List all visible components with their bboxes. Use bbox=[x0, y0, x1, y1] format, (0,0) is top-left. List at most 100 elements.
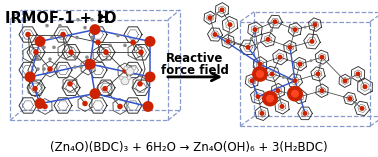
Circle shape bbox=[42, 67, 46, 71]
Circle shape bbox=[75, 36, 79, 39]
Circle shape bbox=[90, 36, 94, 39]
Circle shape bbox=[47, 66, 53, 72]
Circle shape bbox=[45, 24, 49, 27]
Circle shape bbox=[122, 68, 128, 74]
Circle shape bbox=[73, 65, 77, 69]
Circle shape bbox=[279, 97, 282, 100]
Text: (Zn₄O)(BDC)₃ + 6H₂O → Zn₄O(OH)₆ + 3(H₂BDC): (Zn₄O)(BDC)₃ + 6H₂O → Zn₄O(OH)₆ + 3(H₂BD… bbox=[50, 141, 328, 154]
Circle shape bbox=[214, 12, 217, 15]
Circle shape bbox=[220, 7, 225, 12]
Circle shape bbox=[355, 102, 358, 105]
Circle shape bbox=[270, 29, 273, 32]
Circle shape bbox=[48, 67, 52, 71]
Circle shape bbox=[25, 71, 36, 82]
Circle shape bbox=[288, 45, 293, 50]
Circle shape bbox=[143, 101, 153, 112]
Circle shape bbox=[276, 88, 280, 93]
Circle shape bbox=[350, 76, 353, 79]
Circle shape bbox=[249, 78, 254, 83]
Circle shape bbox=[95, 40, 101, 45]
Circle shape bbox=[132, 66, 136, 70]
Circle shape bbox=[252, 66, 268, 82]
Circle shape bbox=[270, 71, 274, 76]
Circle shape bbox=[313, 22, 318, 27]
Circle shape bbox=[319, 88, 324, 93]
Circle shape bbox=[212, 32, 217, 37]
Circle shape bbox=[103, 49, 109, 55]
Circle shape bbox=[208, 15, 212, 20]
Circle shape bbox=[265, 37, 271, 42]
Circle shape bbox=[257, 62, 262, 67]
Circle shape bbox=[123, 44, 127, 47]
Circle shape bbox=[76, 18, 80, 22]
Circle shape bbox=[256, 70, 264, 78]
Circle shape bbox=[260, 111, 265, 116]
Circle shape bbox=[79, 65, 83, 69]
Circle shape bbox=[48, 57, 52, 61]
Circle shape bbox=[58, 24, 62, 27]
Circle shape bbox=[25, 32, 31, 37]
Circle shape bbox=[127, 76, 131, 80]
Text: Reactive: Reactive bbox=[166, 52, 224, 65]
Circle shape bbox=[85, 55, 89, 59]
Circle shape bbox=[319, 64, 322, 67]
Circle shape bbox=[347, 96, 353, 101]
Text: IRMOF-1 + H: IRMOF-1 + H bbox=[5, 11, 109, 26]
Circle shape bbox=[33, 49, 39, 55]
Circle shape bbox=[34, 98, 45, 109]
Circle shape bbox=[85, 59, 96, 70]
Circle shape bbox=[117, 104, 123, 109]
Circle shape bbox=[121, 77, 129, 85]
Circle shape bbox=[316, 71, 321, 76]
Circle shape bbox=[126, 67, 134, 75]
Circle shape bbox=[90, 88, 101, 99]
Circle shape bbox=[319, 55, 324, 60]
Circle shape bbox=[124, 66, 128, 70]
Circle shape bbox=[108, 44, 112, 47]
Circle shape bbox=[67, 81, 73, 87]
Circle shape bbox=[288, 92, 291, 95]
Text: O: O bbox=[103, 11, 116, 26]
Circle shape bbox=[293, 78, 297, 83]
Circle shape bbox=[291, 90, 299, 98]
Circle shape bbox=[138, 49, 144, 55]
Circle shape bbox=[293, 27, 297, 32]
Circle shape bbox=[90, 24, 101, 35]
Circle shape bbox=[228, 22, 232, 27]
Circle shape bbox=[277, 55, 282, 60]
Circle shape bbox=[83, 26, 87, 29]
Circle shape bbox=[253, 27, 257, 32]
Circle shape bbox=[304, 26, 307, 29]
Circle shape bbox=[226, 39, 231, 44]
Text: 2: 2 bbox=[96, 14, 103, 24]
Circle shape bbox=[257, 42, 260, 45]
Circle shape bbox=[355, 71, 361, 76]
Circle shape bbox=[50, 36, 54, 39]
Circle shape bbox=[266, 95, 274, 103]
Circle shape bbox=[32, 86, 38, 92]
Circle shape bbox=[73, 55, 77, 59]
Circle shape bbox=[85, 65, 89, 69]
Circle shape bbox=[130, 40, 136, 45]
Circle shape bbox=[119, 76, 123, 80]
Circle shape bbox=[342, 78, 347, 83]
Circle shape bbox=[273, 19, 277, 24]
Circle shape bbox=[254, 71, 257, 74]
Circle shape bbox=[282, 76, 285, 79]
Circle shape bbox=[359, 106, 364, 111]
Circle shape bbox=[297, 94, 302, 99]
Circle shape bbox=[363, 84, 367, 89]
Circle shape bbox=[137, 81, 143, 87]
Circle shape bbox=[256, 94, 260, 99]
Circle shape bbox=[60, 32, 66, 37]
Circle shape bbox=[287, 86, 303, 102]
Circle shape bbox=[144, 71, 155, 82]
Circle shape bbox=[116, 34, 120, 37]
Circle shape bbox=[42, 104, 48, 109]
Circle shape bbox=[250, 37, 253, 40]
Circle shape bbox=[279, 104, 285, 109]
Circle shape bbox=[85, 64, 91, 70]
Circle shape bbox=[228, 32, 231, 35]
Circle shape bbox=[296, 87, 299, 90]
Circle shape bbox=[310, 59, 313, 62]
